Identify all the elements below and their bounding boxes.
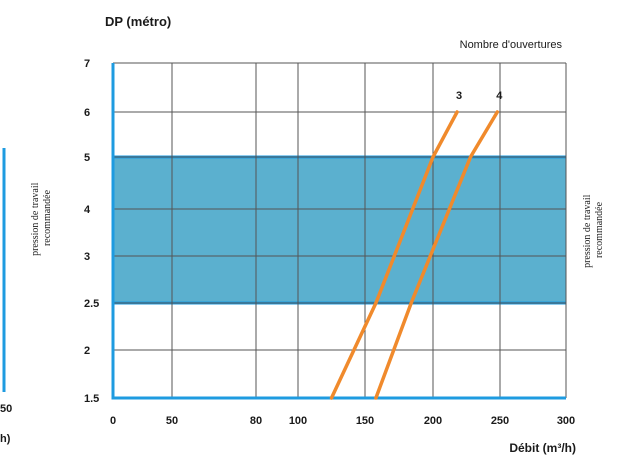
x-tick-label: 80 [250, 415, 262, 427]
y-tick-label: 7 [84, 58, 90, 70]
series-line-4 [374, 110, 500, 400]
y-tick-label: 1.5 [84, 393, 99, 405]
band-label-line1: pression de travail [582, 194, 593, 268]
x-tick-label: 150 [356, 415, 374, 427]
x-tick-label: 50 [166, 415, 178, 427]
x-axis-title: Débit (m³/h) [509, 441, 576, 455]
fragment-band-label-line1: pression de travail [30, 182, 41, 256]
fragment-axis-unit: h) [0, 433, 11, 445]
series-label-3: 3 [456, 90, 462, 102]
y-tick-label: 5 [84, 152, 90, 164]
y-tick-label: 3 [84, 251, 90, 263]
series-line-3 [329, 110, 459, 400]
fragment-x-tick: 50 [0, 403, 12, 415]
x-tick-label: 0 [110, 415, 116, 427]
legend-title: Nombre d'ouvertures [460, 39, 563, 51]
band-label-line2: recommandée [594, 201, 605, 258]
x-tick-label: 100 [289, 415, 307, 427]
x-tick-label: 300 [557, 415, 575, 427]
band-fill [113, 157, 566, 303]
y-tick-label: 2 [84, 345, 90, 357]
x-tick-label: 200 [424, 415, 442, 427]
left-fragment: pression de travail recommandée 50 h) [0, 148, 53, 445]
fragment-band-label: pression de travail recommandée [30, 180, 53, 256]
recommended-band [113, 155, 566, 305]
band-label: pression de travail recommandée [582, 192, 605, 268]
y-tick-label: 2.5 [84, 298, 99, 310]
fragment-band-label-line2: recommandée [42, 189, 53, 246]
y-axis-title: DP (métro) [105, 14, 171, 29]
series-label-4: 4 [496, 90, 503, 102]
axes [111, 63, 566, 400]
y-tick-label: 6 [84, 107, 90, 119]
y-tick-label: 4 [84, 204, 91, 216]
x-tick-label: 250 [491, 415, 509, 427]
